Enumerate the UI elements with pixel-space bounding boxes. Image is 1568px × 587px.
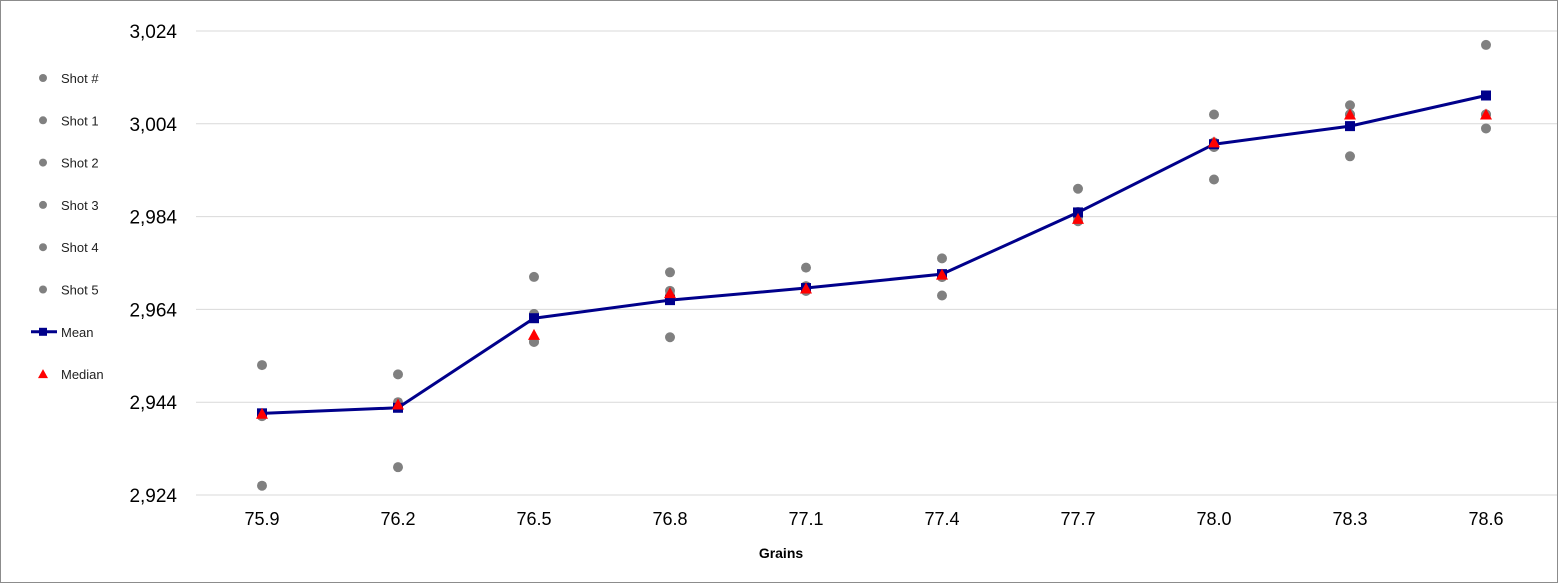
legend-dot-marker bbox=[39, 243, 47, 252]
mean-point bbox=[1073, 207, 1083, 218]
legend: Shot # Shot 1 Shot 2 Shot 3 Shot 4 Shot 5 Mean… bbox=[31, 71, 104, 382]
mean-point bbox=[1345, 121, 1355, 132]
median-point bbox=[528, 328, 540, 340]
median-point bbox=[936, 268, 948, 280]
mean-point bbox=[1481, 90, 1491, 101]
series-shot-3 bbox=[257, 109, 1491, 422]
y-tick-label: 2,944 bbox=[129, 393, 177, 414]
x-tick-label: 78.0 bbox=[1196, 509, 1231, 529]
x-tick-label: 78.3 bbox=[1332, 509, 1367, 529]
legend-triangle-marker bbox=[38, 369, 48, 379]
x-tick-label: 76.2 bbox=[380, 509, 415, 529]
x-tick-label: 77.4 bbox=[924, 509, 959, 529]
series-shot-2 bbox=[257, 123, 1491, 491]
series-layer bbox=[256, 39, 1492, 491]
legend-dot-marker bbox=[39, 200, 47, 209]
legend-item-mean: Mean bbox=[31, 325, 94, 340]
legend-item-shot-4: Shot 4 bbox=[39, 240, 99, 255]
shot-point bbox=[801, 262, 811, 273]
legend-label: Shot 2 bbox=[61, 156, 99, 171]
legend-item-shot-1: Shot 1 bbox=[39, 113, 99, 128]
median-point bbox=[664, 287, 676, 299]
legend-item-shot-5: Shot 5 bbox=[39, 283, 99, 298]
shot-point bbox=[1073, 183, 1083, 194]
shot-point bbox=[529, 271, 539, 282]
x-tick-label: 78.6 bbox=[1468, 509, 1503, 529]
gridlines bbox=[196, 30, 1557, 496]
x-axis-tick-labels: 75.9 76.2 76.5 76.8 77.1 77.4 77.7 78.0 78.3 78.6 bbox=[244, 509, 1503, 529]
shot-point bbox=[257, 360, 267, 371]
legend-label: Shot # bbox=[61, 71, 99, 86]
shot-point bbox=[1209, 109, 1219, 120]
x-tick-label: 77.1 bbox=[788, 509, 823, 529]
legend-dot-marker bbox=[39, 285, 47, 294]
legend-label: Shot 3 bbox=[61, 198, 99, 213]
legend-label: Shot 4 bbox=[61, 240, 99, 255]
shot-point bbox=[257, 480, 267, 491]
series-shot-5 bbox=[257, 109, 1491, 422]
shot-point bbox=[665, 267, 675, 278]
shot-point bbox=[393, 369, 403, 380]
median-point bbox=[1480, 108, 1492, 120]
shot-point bbox=[1481, 123, 1491, 134]
legend-dot-marker bbox=[39, 74, 47, 82]
x-tick-label: 76.5 bbox=[516, 509, 551, 529]
legend-item-shot-3: Shot 3 bbox=[39, 198, 99, 213]
legend-item-median: Median bbox=[38, 367, 104, 382]
median-point bbox=[1208, 136, 1220, 148]
legend-label: Median bbox=[61, 367, 104, 382]
shot-point bbox=[1345, 100, 1355, 111]
series-median bbox=[256, 108, 1492, 419]
shot-point bbox=[1481, 39, 1491, 50]
mean-line bbox=[261, 94, 1487, 415]
legend-label: Mean bbox=[61, 325, 94, 340]
legend-square-marker bbox=[39, 327, 47, 336]
x-tick-label: 76.8 bbox=[652, 509, 687, 529]
mean-point bbox=[529, 313, 539, 324]
y-axis-tick-labels: 2,924 2,944 2,964 2,984 3,004 3,024 bbox=[129, 22, 177, 507]
series-shot-1 bbox=[257, 39, 1491, 380]
legend-dot-marker bbox=[39, 158, 47, 167]
x-tick-label: 77.7 bbox=[1060, 509, 1095, 529]
median-point bbox=[1072, 212, 1084, 224]
y-tick-label: 3,024 bbox=[129, 22, 177, 43]
y-tick-label: 2,964 bbox=[129, 300, 177, 321]
y-tick-label: 3,004 bbox=[129, 115, 177, 136]
legend-dot-marker bbox=[39, 116, 47, 125]
shot-point bbox=[937, 253, 947, 264]
legend-label: Shot 1 bbox=[61, 113, 99, 128]
legend-item-shot: Shot # bbox=[39, 71, 99, 86]
shot-point bbox=[937, 290, 947, 301]
median-point bbox=[256, 407, 268, 419]
median-point bbox=[392, 398, 404, 410]
median-point bbox=[800, 282, 812, 294]
y-tick-label: 2,924 bbox=[129, 486, 177, 507]
mean-point bbox=[665, 295, 675, 306]
shot-point bbox=[665, 332, 675, 343]
series-shot-4 bbox=[257, 109, 1491, 422]
series-mean bbox=[257, 90, 1491, 419]
shot-point bbox=[1209, 174, 1219, 185]
x-axis-label: Grains bbox=[759, 545, 804, 561]
legend-item-shot-2: Shot 2 bbox=[39, 156, 99, 171]
shot-point bbox=[393, 462, 403, 473]
shot-point bbox=[1345, 151, 1355, 162]
y-tick-label: 2,984 bbox=[129, 208, 177, 229]
legend-label: Shot 5 bbox=[61, 283, 99, 298]
x-tick-label: 75.9 bbox=[244, 509, 279, 529]
median-point bbox=[1344, 108, 1356, 120]
